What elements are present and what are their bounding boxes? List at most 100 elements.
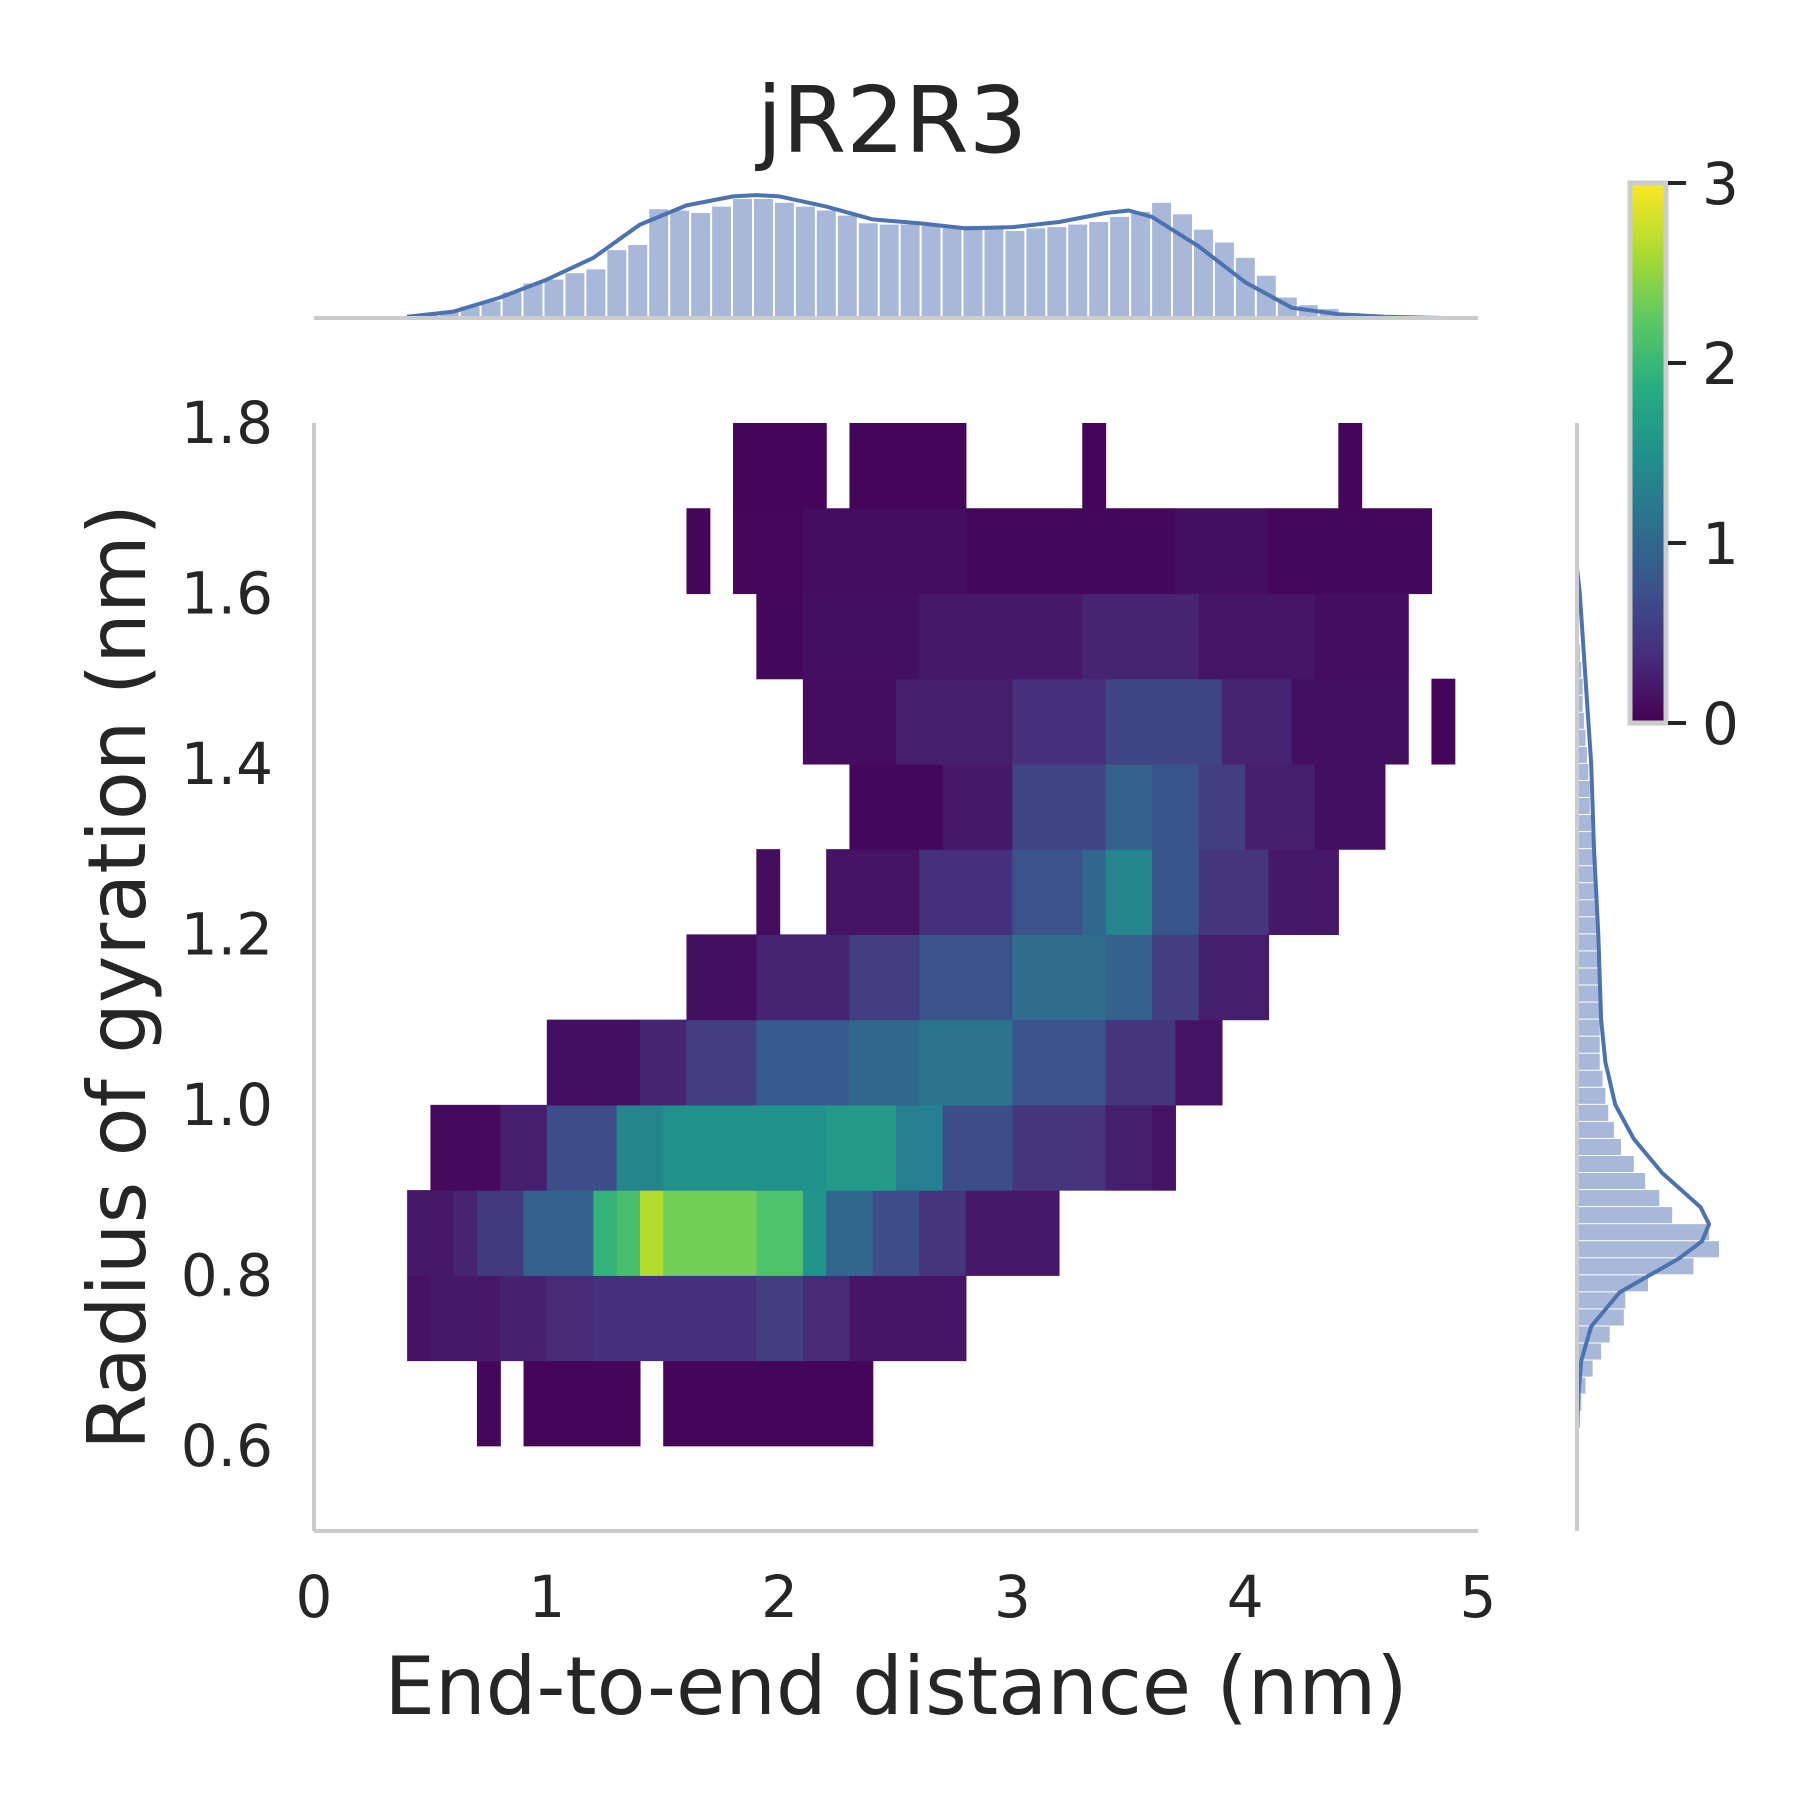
marginal-x-bar	[858, 223, 878, 318]
colorbar-tick-label: 3	[1702, 150, 1739, 218]
marginal-y-bar	[1577, 729, 1586, 746]
heatmap-cell	[872, 1190, 920, 1276]
heatmap-cell	[1105, 849, 1153, 935]
heatmap-cell	[1105, 1104, 1153, 1191]
heatmap-cell	[639, 1019, 688, 1106]
heatmap-cell	[1198, 763, 1246, 850]
heatmap-cell	[430, 1275, 501, 1362]
heatmap-cell	[849, 1019, 920, 1106]
marginal-x-bar	[795, 206, 815, 318]
marginal-x-bar	[502, 292, 522, 318]
heatmap-cell	[546, 1104, 618, 1191]
heatmap-cell	[849, 1275, 967, 1362]
marginal-x-kde-line	[406, 193, 1444, 320]
heatmap-cell	[849, 763, 944, 850]
marginal-y-bar	[1577, 798, 1590, 815]
heatmap-cell	[407, 1275, 431, 1362]
marginal-y-kde-line	[1575, 567, 1712, 1429]
heatmap-cell	[1198, 934, 1270, 1021]
heatmap-cell	[1012, 678, 1107, 765]
heatmap-cell	[663, 1190, 757, 1276]
marginal-y-bar	[1577, 832, 1593, 849]
marginal-y-bar	[1577, 1258, 1694, 1275]
marginal-y-bar	[1577, 1121, 1614, 1138]
heatmap-cell	[1012, 763, 1107, 850]
heatmap-cell	[1152, 1104, 1176, 1191]
marginal-y-bar	[1577, 1104, 1609, 1121]
heatmap-cell	[1198, 593, 1316, 680]
x-tick-label: 1	[528, 1563, 565, 1631]
heatmap-cell	[616, 1104, 664, 1191]
colorbar-gradient	[1627, 180, 1669, 726]
marginal-y-bar	[1577, 780, 1590, 798]
heatmap-cell	[965, 508, 1176, 595]
marginal-y-bar	[1577, 1207, 1673, 1224]
heatmap-cell	[500, 1104, 548, 1191]
heatmap-cell	[1315, 593, 1409, 680]
heatmap-cell	[1175, 1019, 1223, 1106]
heatmap-cell	[523, 1360, 641, 1447]
marginal-y-bar	[1577, 678, 1583, 695]
heatmap-cell	[802, 508, 967, 595]
marginal-x-bar	[963, 225, 983, 318]
heatmap-cell	[1315, 763, 1386, 850]
heatmap-cell	[1082, 423, 1107, 509]
heatmap-cell	[1245, 763, 1316, 850]
chart-title: jR2R3	[755, 67, 1027, 174]
heatmap-cell	[686, 934, 757, 1021]
heatmap-cell	[756, 1190, 804, 1276]
heatmap-cell	[1291, 678, 1409, 765]
heatmap-cell	[826, 1190, 874, 1276]
marginal-y-bar	[1577, 1036, 1600, 1053]
marginal-y-bar	[1577, 900, 1596, 917]
heatmap-cell	[942, 763, 1013, 850]
y-tick-label: 0.6	[181, 1412, 273, 1480]
marginal-x-bar	[523, 283, 543, 318]
marginal-y-bar	[1577, 1326, 1610, 1343]
marginal-x-bar	[942, 227, 962, 318]
marginal-x-bar	[607, 250, 627, 318]
marginal-x-bar	[733, 198, 752, 318]
marginal-y-bar	[1577, 815, 1592, 832]
colorbar-ticks: 0 1 2 3	[1668, 150, 1739, 758]
marginal-x-bar	[691, 213, 711, 318]
marginal-y-bar	[1577, 695, 1583, 712]
heatmap-cell	[663, 1104, 827, 1191]
heatmap-cell	[1012, 1104, 1107, 1191]
heatmap-cell	[1152, 934, 1200, 1021]
marginal-x-bar	[628, 245, 648, 318]
marginal-x-bar	[1256, 275, 1276, 318]
marginal-y-bar	[1577, 985, 1600, 1002]
heatmap-cell	[1012, 934, 1107, 1021]
marginal-x-bar	[900, 224, 920, 318]
marginal-x-bar	[649, 209, 669, 318]
marginal-y-bar	[1577, 661, 1582, 678]
heatmap-cell	[756, 1019, 851, 1106]
heatmap-cell	[593, 1190, 618, 1276]
x-tick-label: 4	[1227, 1563, 1264, 1631]
heatmap-cell	[1268, 849, 1339, 935]
marginal-x-bar	[481, 301, 501, 318]
x-tick-label: 5	[1460, 1563, 1497, 1631]
heatmap-cell	[756, 1275, 804, 1362]
marginal-x-bar	[1026, 228, 1046, 318]
heatmap-cell	[919, 1190, 967, 1276]
marginal-x-bar	[544, 279, 564, 318]
heatmap-cell	[919, 849, 1013, 935]
heatmap-cell	[802, 678, 897, 765]
y-tick-label: 1.4	[181, 730, 273, 798]
marginal-y-bar	[1577, 968, 1600, 985]
x-tick-label: 0	[296, 1563, 333, 1631]
marginal-y-bar	[1577, 934, 1597, 951]
heatmap-cell	[546, 1019, 641, 1106]
marginal-x-bar	[1152, 202, 1172, 318]
marginal-y-histogram	[1575, 567, 1719, 1429]
heatmap-cell	[733, 423, 827, 509]
y-tick-label: 1.0	[181, 1071, 273, 1139]
marginal-x-bar	[816, 210, 836, 318]
marginal-y-bar	[1577, 883, 1596, 900]
marginal-y-bar	[1577, 1002, 1600, 1019]
y-tick-label: 0.8	[181, 1241, 273, 1309]
marginal-y-bar	[1577, 1019, 1600, 1036]
